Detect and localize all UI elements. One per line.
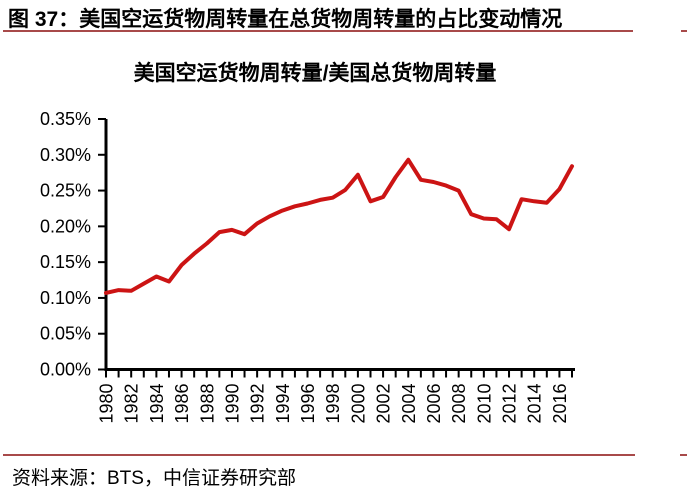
x-tick-label: 2002 [374,384,394,424]
x-tick-label: 2008 [449,384,469,424]
x-tick-label: 2006 [424,384,444,424]
y-tick-label: 0.35% [40,109,91,129]
x-tick-label: 1992 [248,384,268,424]
x-tick-label: 1990 [222,384,242,424]
x-tick-label: 1982 [122,384,142,424]
chart-title: 美国空运货物周转量/美国总货物周转量 [133,62,497,85]
x-tick-label: 2012 [500,384,520,424]
source-rule-stub [680,454,687,456]
y-tick-label: 0.10% [40,288,91,308]
figure-caption: 图 37：美国空运货物周转量在总货物周转量的占比变动情况 [8,8,563,31]
x-tick-label: 2016 [550,384,570,424]
y-tick-label: 0.00% [40,360,91,380]
x-tick-label: 2004 [399,384,419,424]
x-tick-label: 2000 [348,384,368,424]
data-series-line [104,157,574,295]
x-tick-label: 1984 [147,384,167,424]
y-tick-label: 0.25% [40,181,91,201]
x-tick-label: 1980 [97,384,117,424]
source-rule [3,454,635,456]
source-note: 资料来源：BTS，中信证券研究部 [12,468,296,489]
caption-rule [3,30,633,32]
x-tick-label: 1986 [172,384,192,424]
x-tick-label: 2014 [525,384,545,424]
x-tick-label: 1998 [323,384,343,424]
x-tick-label: 1994 [273,384,293,424]
y-tick-label: 0.30% [40,145,91,165]
x-tick-label: 1988 [197,384,217,424]
caption-rule-stub [681,30,687,32]
x-tick-label: 2010 [474,384,494,424]
y-tick-label: 0.05% [40,324,91,344]
y-tick-label: 0.15% [40,252,91,272]
y-tick-label: 0.20% [40,216,91,236]
x-tick-label: 1996 [298,384,318,424]
